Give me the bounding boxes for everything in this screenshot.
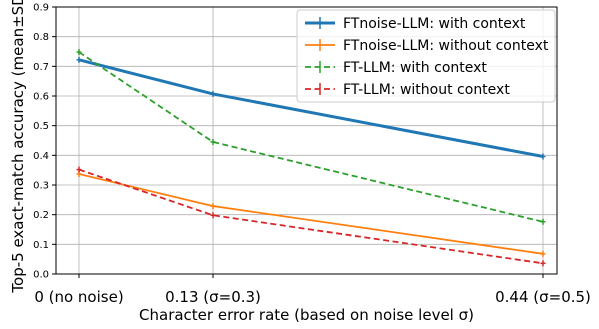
- series-line: [78, 168, 544, 265]
- legend-label: FTnoise-LLM: with context: [343, 16, 526, 32]
- series-lines: [76, 49, 546, 267]
- legend-label: FT-LLM: without context: [343, 82, 510, 98]
- legend-item: FT-LLM: without context: [305, 82, 510, 98]
- y-tick-label: 0.8: [33, 32, 49, 43]
- x-tick-label: 0.13 (σ=0.3): [165, 288, 261, 306]
- y-tick-label: 0.9: [33, 3, 49, 14]
- series-4: [76, 166, 546, 267]
- series-3: [76, 49, 546, 225]
- axis-ticks: 0.0 0.1 0.2 0.3 0.4 0.5 0.6 0.7 0.8 0.9 0 (no nois…: [33, 3, 591, 307]
- y-tick-label: 0.3: [33, 181, 49, 192]
- series-2: [76, 171, 546, 257]
- y-tick-label: 0.0: [33, 270, 49, 281]
- y-tick-label: 0.1: [33, 240, 49, 251]
- y-tick-label: 0.6: [33, 92, 49, 103]
- legend-label: FTnoise-LLM: without context: [343, 38, 549, 54]
- x-tick-label: 0 (no noise): [34, 288, 123, 306]
- plot-frame: [55, 6, 558, 275]
- y-tick-label: 0.5: [33, 121, 49, 132]
- legend: FTnoise-LLM: with context FTnoise-LLM: wi…: [296, 9, 556, 103]
- legend-item: FT-LLM: with context: [305, 60, 487, 76]
- series-1: [76, 56, 546, 160]
- y-axis-label: Top-5 exact-match accuracy (mean±SD): [9, 0, 27, 294]
- y-tick-label: 0.2: [33, 210, 49, 221]
- legend-item: FTnoise-LLM: without context: [305, 38, 549, 54]
- legend-label: FT-LLM: with context: [343, 60, 487, 76]
- legend-item: FTnoise-LLM: with context: [305, 16, 526, 32]
- series-line: [78, 173, 544, 255]
- legend-box: [296, 9, 556, 103]
- y-tick-label: 0.7: [33, 62, 49, 73]
- x-axis-label: Character error rate (based on noise lev…: [139, 306, 474, 324]
- y-tick-label: 0.4: [33, 151, 49, 162]
- x-tick-label: 0.44 (σ=0.5): [495, 288, 591, 306]
